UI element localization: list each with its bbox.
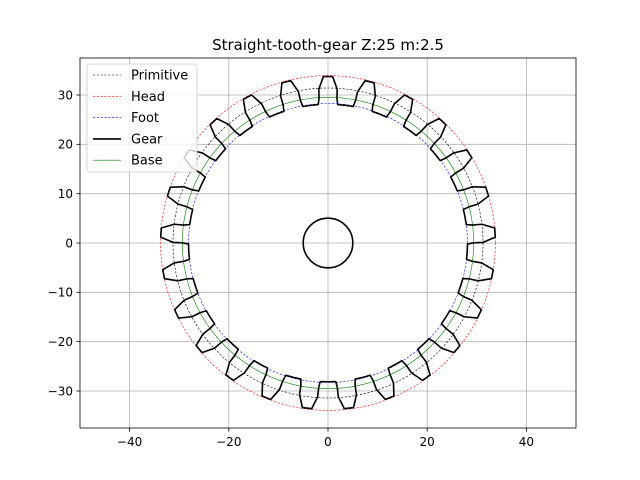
x-tick-label: −20 bbox=[216, 435, 241, 449]
x-tick-label: 20 bbox=[420, 435, 435, 449]
axis-ticks: −40 −20 0 20 40 30 20 10 0 −10 −20 −30 bbox=[48, 88, 534, 449]
legend-label-base: Base bbox=[131, 154, 163, 169]
legend: Primitive Head Foot Gear Base bbox=[86, 63, 198, 173]
foot-circle bbox=[188, 103, 468, 383]
x-tick-label: −40 bbox=[117, 435, 142, 449]
chart-title: Straight-tooth-gear Z:25 m:2.5 bbox=[212, 36, 444, 54]
gear-outline bbox=[159, 75, 497, 410]
legend-label-head: Head bbox=[131, 90, 165, 105]
y-tick-label: −30 bbox=[48, 384, 73, 398]
legend-box bbox=[86, 63, 198, 173]
x-tick-label: 40 bbox=[519, 435, 534, 449]
y-tick-label: 20 bbox=[58, 138, 73, 152]
legend-label-primitive: Primitive bbox=[131, 69, 188, 84]
head-circle bbox=[160, 75, 496, 411]
y-tick-label: 30 bbox=[58, 88, 73, 102]
y-tick-label: −20 bbox=[48, 335, 73, 349]
legend-label-foot: Foot bbox=[131, 111, 159, 126]
y-tick-label: 10 bbox=[58, 187, 73, 201]
gear-profile bbox=[159, 75, 497, 410]
gear-hub bbox=[302, 217, 354, 269]
y-tick-label: −10 bbox=[48, 286, 73, 300]
legend-label-gear: Gear bbox=[131, 132, 163, 147]
x-tick-label: 0 bbox=[324, 435, 332, 449]
y-tick-label: 0 bbox=[65, 236, 73, 250]
